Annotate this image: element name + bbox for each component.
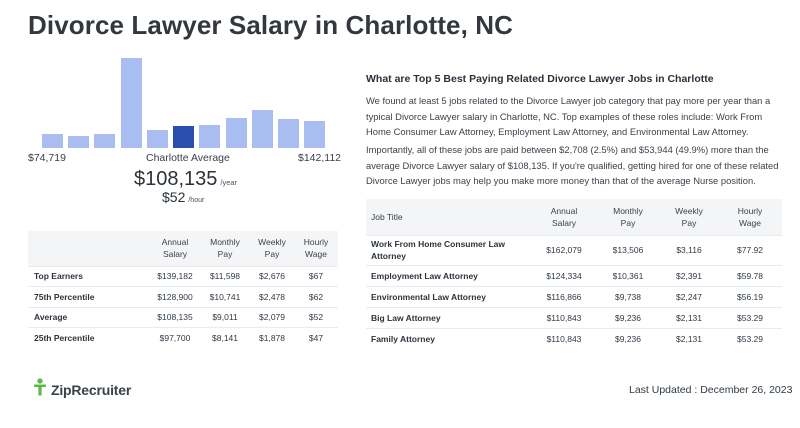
row-label: Top Earners <box>28 265 150 287</box>
related-jobs-table-header: Job Title Annual Salary Monthly Pay Week… <box>366 199 782 235</box>
table-row: 25th Percentile $97,700 $8,141 $1,878 $4… <box>28 327 338 348</box>
histogram-max-label: $142,112 <box>298 152 342 164</box>
histogram-bar <box>94 134 115 148</box>
column-header: Weekly Pay <box>258 237 286 260</box>
table-cell: $9,236 <box>596 306 660 328</box>
table-cell: $62 <box>294 286 338 307</box>
table-cell: $108,135 <box>150 306 200 328</box>
related-jobs-heading: What are Top 5 Best Paying Related Divor… <box>366 73 714 85</box>
table-cell: $9,738 <box>596 285 660 307</box>
table-cell: $13,506 <box>596 234 660 265</box>
histogram-bar <box>173 126 194 148</box>
table-cell: $77.92 <box>718 234 782 265</box>
table-cell: $2,478 <box>250 286 294 307</box>
table-cell: $2,391 <box>660 264 718 286</box>
table-cell: $59.78 <box>718 264 782 286</box>
table-cell: $2,247 <box>660 285 718 307</box>
hourly-wage: $52/hour <box>162 189 204 207</box>
job-title-link[interactable]: Employment Law Attorney <box>366 264 532 286</box>
table-cell: $56.19 <box>718 285 782 307</box>
table-cell: $9,236 <box>596 327 660 349</box>
ziprecruiter-person-icon <box>33 378 47 401</box>
histogram-bar <box>278 119 299 148</box>
hourly-wage-value: $52 <box>162 189 186 205</box>
table-cell: $1,878 <box>250 327 294 348</box>
table-cell: $97,700 <box>150 327 200 348</box>
ziprecruiter-logo[interactable]: ZipRecruiter <box>33 378 131 401</box>
hourly-wage-unit: /hour <box>188 197 205 204</box>
table-row: Average $108,135 $9,011 $2,079 $52 <box>28 306 338 328</box>
table-row[interactable]: Family Attorney $110,843 $9,236 $2,131 $… <box>366 327 782 349</box>
histogram-bar <box>226 118 247 148</box>
related-jobs-table: Job Title Annual Salary Monthly Pay Week… <box>366 199 782 349</box>
table-row[interactable]: Employment Law Attorney $124,334 $10,361… <box>366 264 782 286</box>
histogram-bar <box>42 134 63 148</box>
table-cell: $2,676 <box>250 265 294 287</box>
table-cell: $9,011 <box>200 306 250 328</box>
column-header: Hourly Wage <box>303 237 329 260</box>
page-title: Divorce Lawyer Salary in Charlotte, NC <box>28 10 513 40</box>
table-cell: $2,131 <box>660 306 718 328</box>
related-jobs-detail: Importantly, all of these jobs are paid … <box>366 144 779 186</box>
column-header: Monthly Pay <box>613 205 643 228</box>
histogram-bar <box>304 121 325 148</box>
histogram-bar <box>252 110 273 148</box>
table-cell: $8,141 <box>200 327 250 348</box>
job-title-link[interactable]: Environmental Law Attorney <box>366 285 532 307</box>
table-cell: $110,843 <box>532 327 596 349</box>
column-header <box>28 231 150 266</box>
table-cell: $10,361 <box>596 264 660 286</box>
column-header: Annual Salary <box>550 205 578 228</box>
job-title-link[interactable]: Work From Home Consumer Law Attorney <box>366 234 532 265</box>
table-cell: $2,131 <box>660 327 718 349</box>
histogram-bar <box>121 58 142 148</box>
job-title-link[interactable]: Big Law Attorney <box>366 306 532 328</box>
table-row[interactable]: Work From Home Consumer Law Attorney $16… <box>366 234 782 265</box>
table-cell: $47 <box>294 327 338 348</box>
annual-salary: $108,135/year <box>134 168 237 191</box>
table-cell: $67 <box>294 265 338 287</box>
table-cell: $3,116 <box>660 234 718 265</box>
column-header: Weekly Pay <box>675 205 703 228</box>
table-cell: $11,598 <box>200 265 250 287</box>
histogram-bar <box>147 130 168 148</box>
last-updated: Last Updated : December 26, 2023 <box>629 384 793 396</box>
percentile-table-header: Annual Salary Monthly Pay Weekly Pay Hou… <box>28 231 338 266</box>
column-header: Annual Salary <box>161 237 189 260</box>
table-cell: $124,334 <box>532 264 596 286</box>
column-header: Job Title <box>371 211 403 222</box>
table-cell: $162,079 <box>532 234 596 265</box>
histogram-bar <box>199 125 220 148</box>
logo-text: ZipRecruiter <box>51 381 132 398</box>
row-label: 75th Percentile <box>28 286 150 307</box>
table-cell: $2,079 <box>250 306 294 328</box>
histogram-min-label: $74,719 <box>28 152 66 164</box>
table-cell: $116,866 <box>532 285 596 307</box>
percentile-table: Annual Salary Monthly Pay Weekly Pay Hou… <box>28 231 338 348</box>
histogram-average-label: Charlotte Average <box>146 152 230 164</box>
table-cell: $53.29 <box>718 327 782 349</box>
table-row[interactable]: Environmental Law Attorney $116,866 $9,7… <box>366 285 782 307</box>
table-cell: $52 <box>294 306 338 328</box>
annual-salary-value: $108,135 <box>134 168 218 190</box>
table-cell: $110,843 <box>532 306 596 328</box>
table-row[interactable]: Big Law Attorney $110,843 $9,236 $2,131 … <box>366 306 782 328</box>
table-row: 75th Percentile $128,900 $10,741 $2,478 … <box>28 286 338 307</box>
histogram-bar <box>68 136 89 148</box>
related-jobs-intro: We found at least 5 jobs related to the … <box>366 95 771 137</box>
column-header: Hourly Wage <box>737 205 763 228</box>
row-label: 25th Percentile <box>28 327 150 348</box>
table-row: Top Earners $139,182 $11,598 $2,676 $67 <box>28 265 338 287</box>
table-cell: $10,741 <box>200 286 250 307</box>
annual-salary-unit: /year <box>220 178 238 187</box>
table-cell: $53.29 <box>718 306 782 328</box>
column-header: Monthly Pay <box>210 237 240 260</box>
table-cell: $128,900 <box>150 286 200 307</box>
salary-histogram <box>42 58 325 148</box>
row-label: Average <box>28 306 150 328</box>
job-title-link[interactable]: Family Attorney <box>366 327 532 349</box>
table-cell: $139,182 <box>150 265 200 287</box>
